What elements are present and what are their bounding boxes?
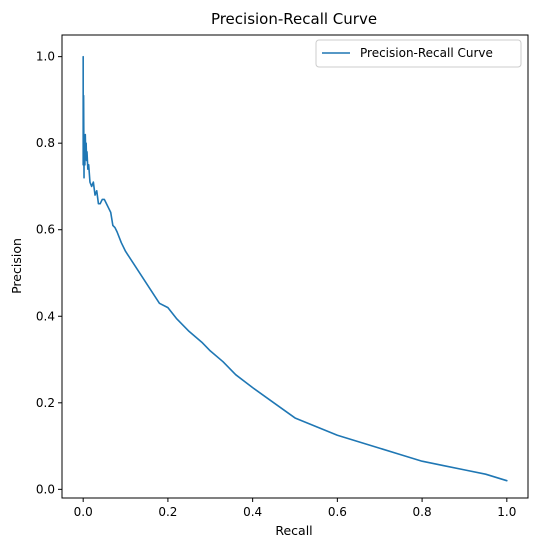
x-tick-label: 0.0 — [74, 505, 93, 519]
y-tick-label: 0.4 — [36, 309, 55, 323]
series-layer — [82, 55, 508, 482]
x-tick-label: 0.4 — [243, 505, 262, 519]
y-tick-label: 0.0 — [36, 482, 55, 496]
x-axis: 0.0 0.2 0.4 0.6 0.8 1.0 — [74, 498, 516, 519]
series-line-0 — [82, 55, 508, 482]
plot-frame — [61, 34, 529, 499]
y-tick-label: 1.0 — [36, 50, 55, 64]
x-tick-label: 1.0 — [497, 505, 516, 519]
x-axis-label: Recall — [275, 523, 312, 538]
x-tick-label: 0.2 — [158, 505, 177, 519]
chart-title: Precision-Recall Curve — [211, 10, 377, 28]
y-tick-label: 0.6 — [36, 223, 55, 237]
y-axis: 0.0 0.2 0.4 0.6 0.8 1.0 — [36, 50, 62, 496]
legend-box — [315, 39, 522, 68]
y-tick-label: 0.8 — [36, 136, 55, 150]
y-axis-label: Precision — [9, 238, 24, 294]
x-tick-label: 0.8 — [413, 505, 432, 519]
x-tick-label: 0.6 — [328, 505, 347, 519]
legend-label: Precision-Recall Curve — [360, 46, 493, 60]
legend: Precision-Recall Curve — [315, 39, 522, 68]
y-tick-label: 0.2 — [36, 396, 55, 410]
